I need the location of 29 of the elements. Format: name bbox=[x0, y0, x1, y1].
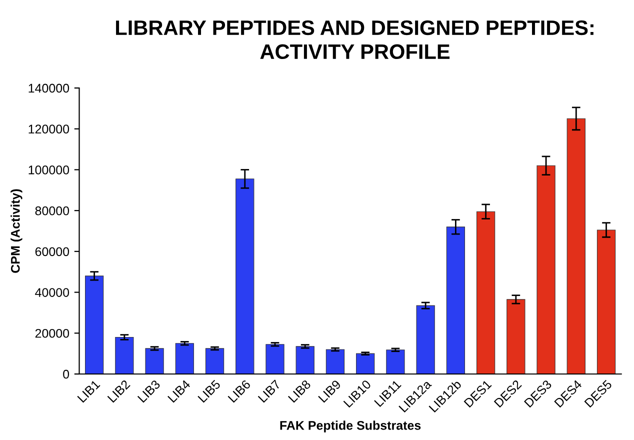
bar bbox=[596, 230, 616, 374]
x-axis-title: FAK Peptide Substrates bbox=[280, 420, 421, 432]
bar bbox=[566, 118, 586, 374]
bar bbox=[266, 344, 284, 374]
bar bbox=[145, 348, 164, 374]
y-tick-label: 0 bbox=[63, 370, 70, 379]
bar bbox=[115, 336, 134, 374]
bar bbox=[506, 299, 526, 374]
bar bbox=[476, 211, 496, 374]
chart-title: LIBRARY PEPTIDES AND DESIGNED PEPTIDES: ACTIVITY PROFILE bbox=[116, 20, 594, 60]
bar bbox=[416, 305, 435, 374]
y-tick-label: 20000 bbox=[35, 328, 70, 338]
y-tick-label: 40000 bbox=[35, 288, 70, 297]
y-tick-label: 80000 bbox=[35, 206, 70, 216]
bar bbox=[296, 346, 314, 374]
bar bbox=[205, 348, 224, 374]
bar bbox=[386, 350, 405, 374]
y-axis-title: CPM (Activity) bbox=[10, 189, 22, 273]
bar bbox=[356, 353, 375, 374]
y-tick-label: 120000 bbox=[28, 124, 70, 134]
y-tick-label: 140000 bbox=[28, 84, 70, 93]
y-tick-label: 60000 bbox=[35, 247, 70, 256]
bar bbox=[84, 276, 104, 374]
bar bbox=[326, 349, 345, 374]
bar bbox=[175, 343, 194, 374]
bar bbox=[536, 165, 556, 374]
bar bbox=[446, 226, 465, 374]
bar bbox=[236, 178, 254, 374]
y-tick-label: 100000 bbox=[28, 166, 70, 174]
